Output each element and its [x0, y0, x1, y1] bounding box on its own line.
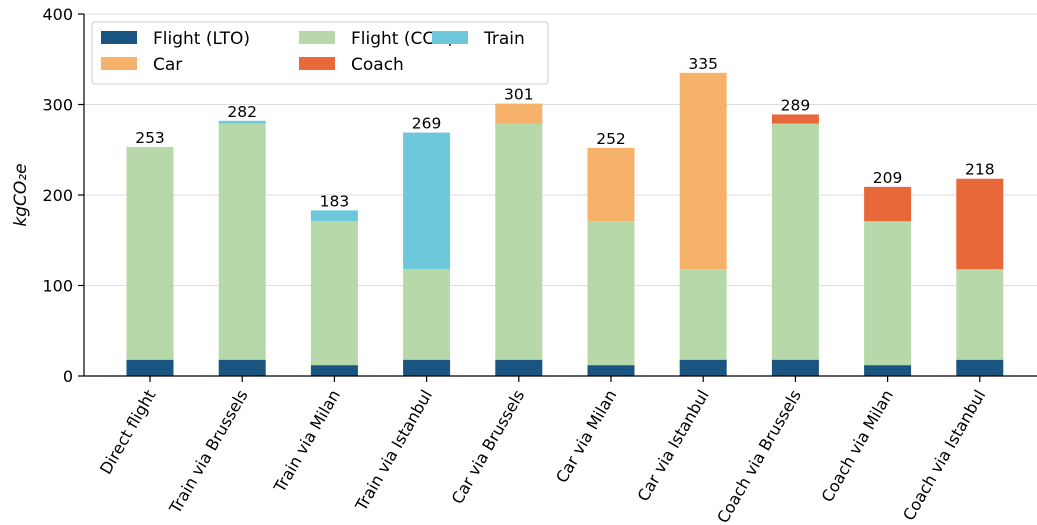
legend-label-flight-lto: Flight (LTO) — [153, 29, 250, 49]
bar-car-via-istanbul-flight-ccd — [679, 269, 727, 360]
bar-car-via-brussels-car — [495, 103, 543, 124]
bar-coach-via-istanbul-flight-ccd — [956, 269, 1004, 360]
bar-coach-via-milan-coach — [864, 186, 912, 222]
bar-train-via-istanbul-flight-ccd — [403, 269, 451, 360]
x-tick-label-coach-via-istanbul: Coach via Istanbul — [899, 387, 989, 524]
total-label-coach-via-istanbul: 218 — [965, 161, 995, 179]
legend-item-coach: Coach — [299, 55, 404, 75]
x-tick-label-car-via-brussels: Car via Brussels — [448, 387, 529, 508]
x-tick-label-coach-via-milan: Coach via Milan — [817, 387, 897, 506]
bar-train-via-milan-flight-lto — [310, 365, 358, 376]
bar-train-via-brussels-train — [218, 120, 266, 124]
x-tick-label-coach-via-brussels: Coach via Brussels — [713, 387, 805, 525]
bar-coach-via-brussels-flight-ccd — [771, 123, 819, 360]
x-tick-label-train-via-istanbul: Train via Istanbul — [351, 387, 436, 515]
legend-swatch-car — [101, 57, 137, 70]
bar-car-via-istanbul-flight-lto — [679, 359, 727, 376]
legend-swatch-flight-lto — [101, 31, 137, 44]
bar-car-via-milan-flight-ccd — [587, 221, 635, 366]
bar-train-via-milan-flight-ccd — [310, 221, 358, 366]
x-tick-label-car-via-istanbul: Car via Istanbul — [633, 387, 712, 505]
total-label-car-via-istanbul: 335 — [688, 55, 718, 73]
bar-car-via-brussels-flight-ccd — [495, 123, 543, 360]
y-ticks: 0 100 200 300 400 — [42, 5, 84, 386]
bar-train-via-istanbul-flight-lto — [403, 359, 451, 376]
legend-swatch-coach — [299, 57, 335, 70]
bar-train-via-istanbul-train — [403, 132, 451, 270]
x-tick-label-car-via-milan: Car via Milan — [552, 387, 621, 487]
legend: Flight (LTO) Flight (CCD) Train Car Coach — [91, 21, 549, 85]
total-label-train-via-milan: 183 — [320, 192, 350, 210]
bar-train-via-milan-train — [310, 210, 358, 222]
y-tick-label-0: 0 — [63, 367, 73, 386]
x-tick-label-train-via-milan: Train via Milan — [269, 387, 343, 497]
legend-item-flight-lto: Flight (LTO) — [101, 29, 250, 49]
total-label-direct-flight: 253 — [135, 129, 165, 147]
legend-swatch-flight-ccd — [299, 31, 335, 44]
bar-coach-via-brussels-flight-lto — [771, 359, 819, 376]
y-tick-label-200: 200 — [42, 186, 73, 205]
y-tick-label-300: 300 — [42, 96, 73, 115]
bar-car-via-milan-flight-lto — [587, 365, 635, 376]
bar-coach-via-milan-flight-lto — [864, 365, 912, 376]
bar-car-via-istanbul-car — [679, 72, 727, 270]
bar-car-via-milan-car — [587, 147, 635, 222]
bars — [126, 72, 1004, 376]
bar-direct-flight-flight-ccd — [126, 147, 174, 360]
total-label-train-via-brussels: 282 — [227, 103, 257, 121]
y-tick-label-400: 400 — [42, 5, 73, 24]
bar-train-via-brussels-flight-ccd — [218, 123, 266, 360]
bar-direct-flight-flight-lto — [126, 359, 174, 376]
x-tick-label-direct-flight: Direct flight — [96, 387, 160, 478]
y-tick-label-100: 100 — [42, 277, 73, 296]
y-axis-label: kgCO₂e — [11, 163, 31, 226]
total-label-car-via-milan: 252 — [596, 130, 626, 148]
total-label-train-via-istanbul: 269 — [412, 115, 442, 133]
bar-coach-via-brussels-coach — [771, 114, 819, 124]
x-tick-label-train-via-brussels: Train via Brussels — [165, 387, 252, 518]
x-ticks: Direct flight Train via Brussels Train via… — [96, 376, 989, 525]
total-label-coach-via-milan: 209 — [873, 169, 903, 187]
bar-coach-via-istanbul-flight-lto — [956, 359, 1004, 376]
total-label-car-via-brussels: 301 — [504, 86, 534, 104]
legend-label-coach: Coach — [351, 55, 404, 75]
legend-item-car: Car — [101, 55, 182, 75]
bar-coach-via-milan-flight-ccd — [864, 221, 912, 366]
bar-total-labels: 253 282 183 269 301 252 335 289 209 218 — [135, 55, 994, 211]
bar-coach-via-istanbul-coach — [956, 178, 1004, 270]
legend-swatch-train — [432, 31, 468, 44]
legend-label-train: Train — [483, 29, 525, 49]
bar-car-via-brussels-flight-lto — [495, 359, 543, 376]
bar-train-via-brussels-flight-lto — [218, 359, 266, 376]
legend-label-flight-ccd: Flight (CCD) — [351, 29, 454, 49]
legend-item-flight-ccd: Flight (CCD) — [299, 29, 454, 49]
legend-label-car: Car — [153, 55, 182, 75]
legend-item-train: Train — [432, 29, 525, 49]
total-label-coach-via-brussels: 289 — [781, 96, 811, 114]
